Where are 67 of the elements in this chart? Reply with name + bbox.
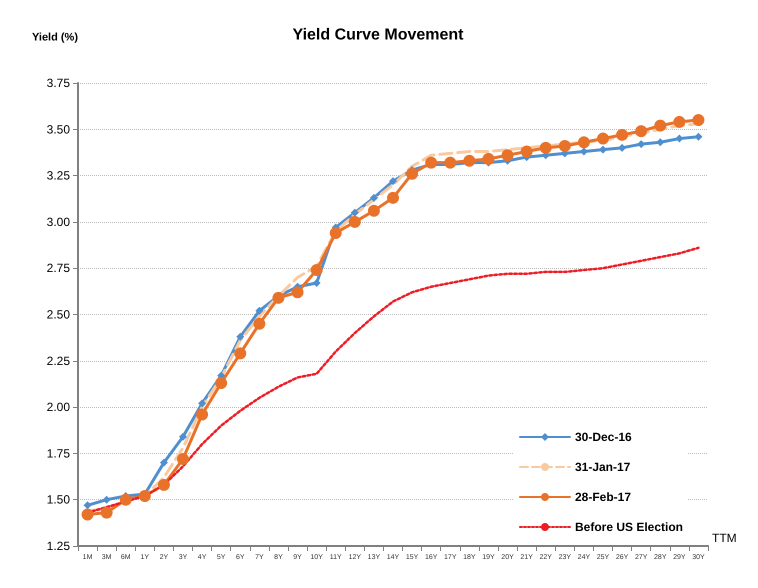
point [348,216,361,228]
point [310,264,323,276]
point [84,501,92,510]
point [675,134,684,143]
point [102,496,111,504]
point [100,506,113,519]
legend-label: 28-Feb-17 [574,490,632,504]
y-tick-label: 1.25 [46,539,70,553]
y-tick-label: 3.25 [46,168,70,183]
point [502,149,514,162]
point [177,452,189,465]
point [616,128,628,141]
y-tick-label: 1.75 [46,446,70,460]
point [463,154,476,167]
point [656,138,664,146]
point [198,399,206,408]
y-tick-label: 1.50 [46,492,70,507]
point [158,478,170,491]
y-tick-label: 2.00 [46,400,70,414]
point [540,142,552,154]
point [138,490,151,502]
y-tick-label: 3.75 [46,76,70,90]
y-tick-label: 2.50 [46,308,70,322]
point [292,286,304,298]
point [578,136,590,148]
point [253,318,266,330]
y-tick-label: 2.75 [46,261,70,276]
legend-label: Before US Election [574,520,684,534]
legend-label: 31-Jan-17 [574,460,631,474]
point [196,408,208,421]
point [520,146,533,158]
point [370,194,378,202]
point [236,332,244,341]
point [120,494,132,506]
point [330,227,342,240]
y-tick-label: 3.50 [46,122,70,136]
point [389,177,397,186]
point [368,204,380,217]
point [635,125,648,138]
y-tick-label: 3.00 [46,214,70,229]
point [234,347,246,360]
point [179,432,187,441]
y-tick-label: 2.25 [46,354,70,368]
point [312,279,321,288]
point [444,156,456,169]
point [558,140,571,152]
point [599,146,607,154]
point [272,292,284,304]
x-axis-title: TTM [712,531,737,545]
point [350,208,359,217]
point [406,168,418,180]
chart-title: Yield Curve Movement [292,26,464,44]
point [425,156,438,169]
point [215,377,228,390]
point [482,152,494,165]
point [387,192,399,204]
point [597,132,609,145]
point [673,116,686,128]
legend-label: 30-Dec-16 [574,430,632,444]
point [618,144,626,152]
y-axis-title: Yield (%) [32,32,78,44]
point [160,458,168,467]
point [82,508,94,521]
point [255,306,264,315]
point [692,114,704,126]
point [654,120,666,132]
point [637,140,646,148]
